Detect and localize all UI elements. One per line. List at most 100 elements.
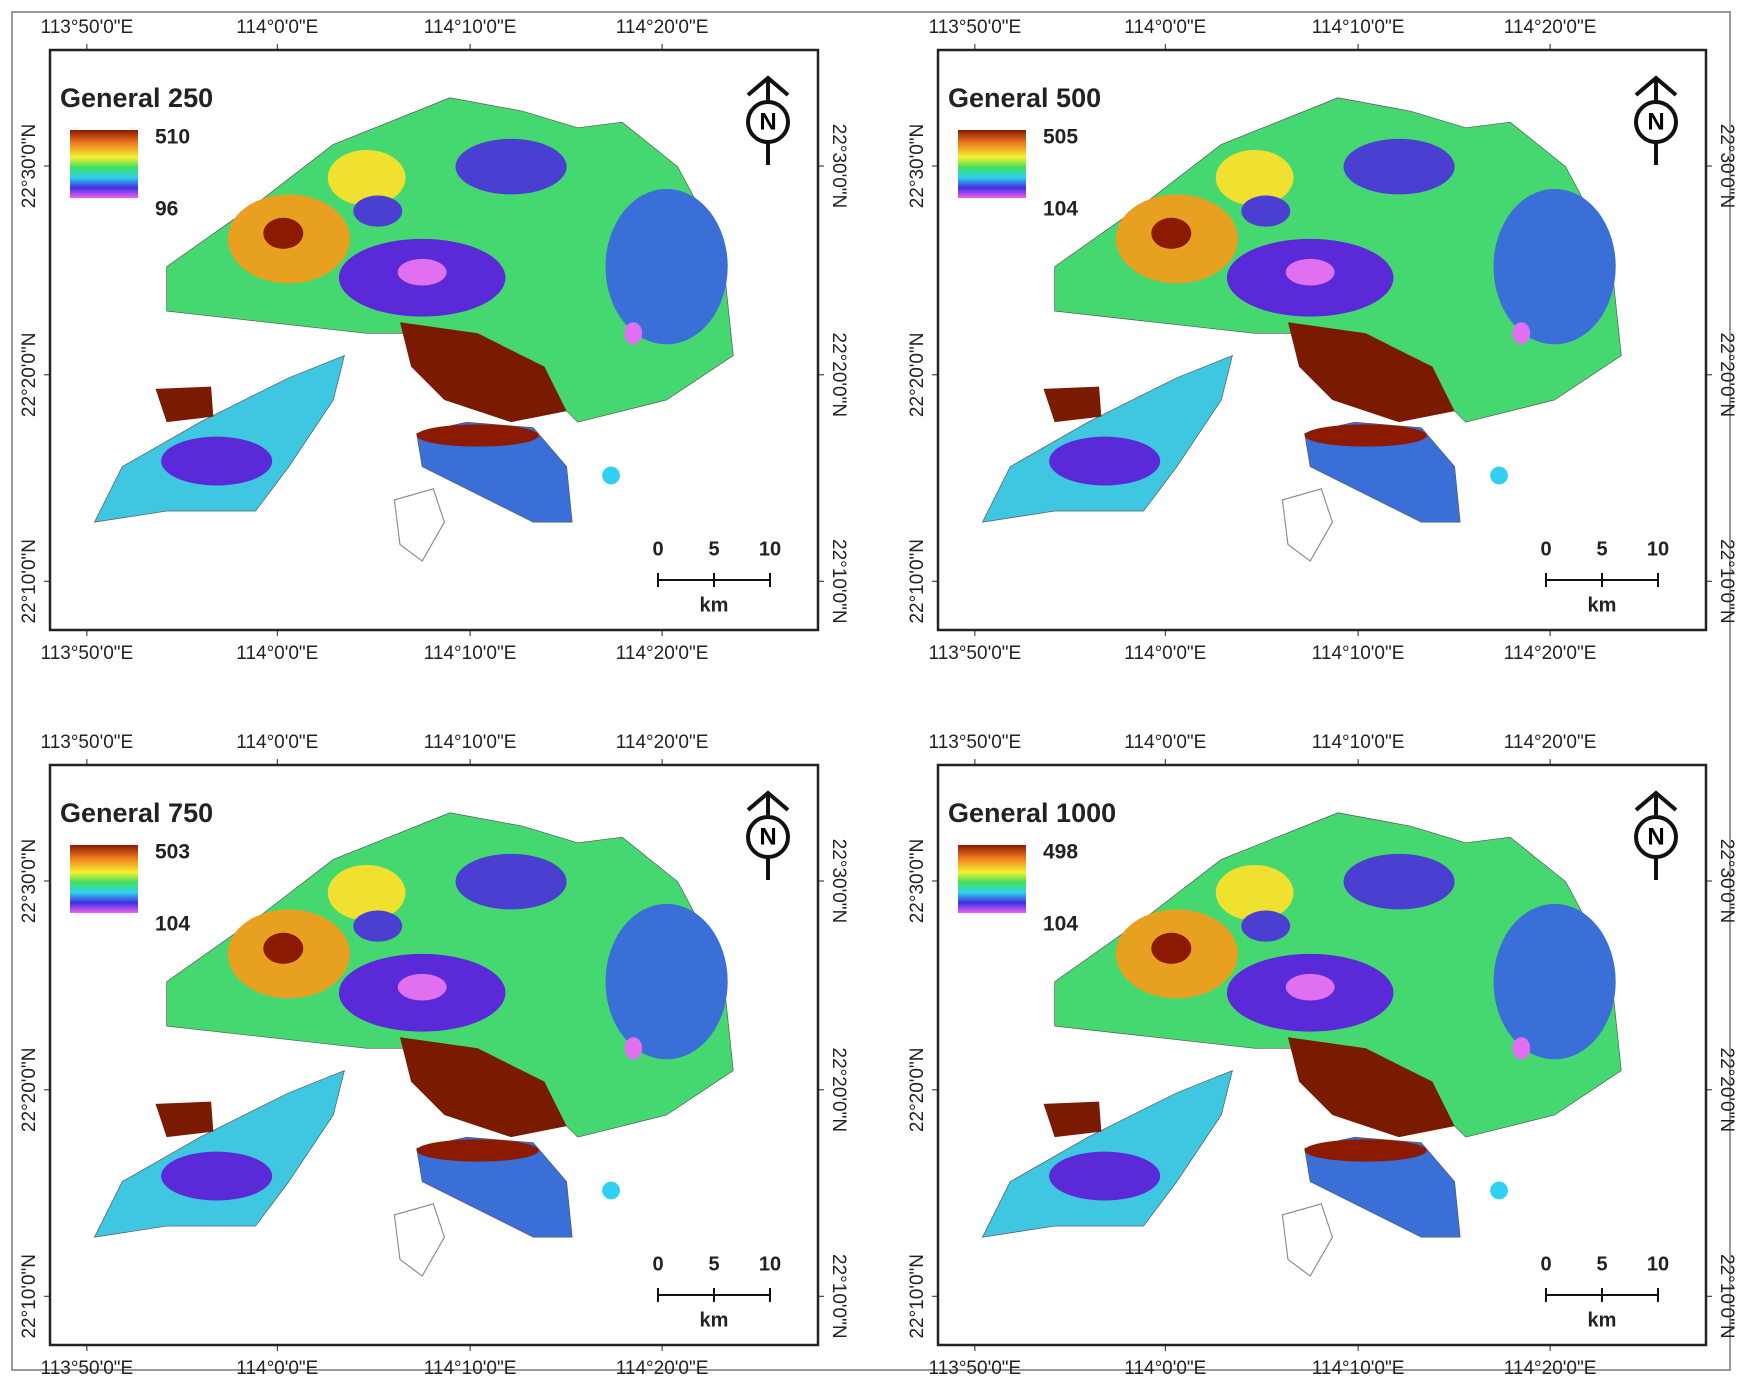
lon-label: 114°0'0"E <box>1124 732 1206 753</box>
lon-label: 113°50'0"E <box>929 17 1022 38</box>
scale-label: 0 <box>1540 538 1551 560</box>
lat-label: 22°10'0"N <box>828 539 849 624</box>
legend-min: 104 <box>1043 913 1078 936</box>
lon-label: 114°10'0"E <box>424 643 517 664</box>
lon-label: 114°0'0"E <box>236 1358 318 1379</box>
lon-label: 114°10'0"E <box>1312 1358 1405 1379</box>
land-surface <box>93 97 734 562</box>
lat-label: 22°10'0"N <box>828 1254 849 1339</box>
terrain-shape <box>1241 910 1291 942</box>
north-circle <box>1634 815 1678 859</box>
terrain-shape <box>155 1101 214 1138</box>
north-label: N <box>1647 108 1664 135</box>
terrain-shape <box>1493 188 1616 345</box>
terrain-shape <box>455 853 567 910</box>
scale-label: 0 <box>652 538 663 560</box>
scale-label: 10 <box>1647 1253 1669 1275</box>
panel-title: General 750 <box>60 798 213 828</box>
lon-label: 114°20'0"E <box>616 643 709 664</box>
north-label: N <box>759 823 776 850</box>
terrain-shape <box>1493 903 1616 1060</box>
north-label: N <box>1647 823 1664 850</box>
panel-title: General 1000 <box>948 798 1116 828</box>
lon-label: 114°20'0"E <box>1504 17 1597 38</box>
map-frame <box>48 763 820 1347</box>
lon-label: 114°20'0"E <box>616 732 709 753</box>
lon-label: 114°10'0"E <box>424 732 517 753</box>
terrain-shape <box>399 322 567 423</box>
legend-ramp <box>70 130 138 198</box>
terrain-shape <box>416 1139 539 1162</box>
legend-max: 510 <box>155 126 190 149</box>
land-surface <box>93 812 734 1277</box>
terrain-shape <box>1049 1151 1161 1201</box>
outer-border <box>11 11 1731 1371</box>
lat-label: 22°30'0"N <box>828 124 849 209</box>
scale-unit: km <box>700 1309 729 1331</box>
lon-label: 113°50'0"E <box>41 1358 134 1379</box>
lon-label: 114°20'0"E <box>1504 732 1597 753</box>
north-arrow <box>746 75 790 97</box>
terrain-shape <box>397 258 447 286</box>
terrain-shape <box>1285 973 1335 1001</box>
panel-title: General 250 <box>60 83 213 113</box>
lon-label: 114°20'0"E <box>616 17 709 38</box>
terrain-shape <box>1043 1101 1102 1138</box>
lon-label: 113°50'0"E <box>929 1358 1022 1379</box>
lat-label: 22°30'0"N <box>828 839 849 924</box>
legend-max: 505 <box>1043 126 1078 149</box>
lon-label: 114°0'0"E <box>1124 643 1206 664</box>
lat-label: 22°30'0"N <box>907 124 928 209</box>
terrain-shape <box>416 421 573 523</box>
scale-unit: km <box>1588 1309 1617 1331</box>
lon-label: 114°0'0"E <box>236 732 318 753</box>
terrain-shape <box>1304 1139 1427 1162</box>
terrain-shape <box>1287 1037 1455 1138</box>
terrain-shape <box>1490 1181 1508 1200</box>
north-circle <box>1634 100 1678 144</box>
lon-label: 114°0'0"E <box>236 17 318 38</box>
terrain-shape <box>161 436 273 486</box>
legend-max: 503 <box>155 841 190 864</box>
terrain-shape <box>1215 864 1294 921</box>
terrain-shape <box>1151 932 1192 964</box>
north-arrow <box>746 790 790 812</box>
terrain-shape <box>1043 386 1102 423</box>
lat-label: 22°20'0"N <box>1716 1048 1737 1133</box>
terrain-shape <box>416 424 539 447</box>
terrain-shape <box>397 973 447 1001</box>
terrain-shape <box>353 195 403 227</box>
panel-title: General 500 <box>948 83 1101 113</box>
scale-unit: km <box>1588 594 1617 616</box>
lon-label: 114°10'0"E <box>424 1358 517 1379</box>
terrain-shape <box>1049 436 1161 486</box>
lat-label: 22°10'0"N <box>1716 1254 1737 1339</box>
lat-label: 22°20'0"N <box>907 333 928 418</box>
lon-label: 113°50'0"E <box>41 17 134 38</box>
terrain-shape <box>393 1203 446 1277</box>
terrain-shape <box>1512 322 1531 345</box>
scale-label: 5 <box>1596 1253 1607 1275</box>
scale-label: 10 <box>759 1253 781 1275</box>
legend-min: 104 <box>1043 198 1078 221</box>
lat-label: 22°10'0"N <box>907 1254 928 1339</box>
scale-label: 10 <box>759 538 781 560</box>
terrain-shape <box>624 322 643 345</box>
lon-label: 114°20'0"E <box>1504 643 1597 664</box>
map-frame <box>48 48 820 632</box>
terrain-shape <box>1304 421 1461 523</box>
lon-label: 114°20'0"E <box>1504 1358 1597 1379</box>
lat-label: 22°30'0"N <box>907 839 928 924</box>
terrain-shape <box>1215 149 1294 206</box>
terrain-shape <box>353 910 403 942</box>
lon-label: 114°10'0"E <box>1312 643 1405 664</box>
north-circle <box>746 815 790 859</box>
terrain-shape <box>263 217 304 249</box>
lat-label: 22°10'0"N <box>1716 539 1737 624</box>
lat-label: 22°30'0"N <box>1716 124 1737 209</box>
terrain-shape <box>1304 1136 1461 1238</box>
scale-label: 5 <box>1596 538 1607 560</box>
terrain-shape <box>263 932 304 964</box>
terrain-shape <box>602 1181 620 1200</box>
